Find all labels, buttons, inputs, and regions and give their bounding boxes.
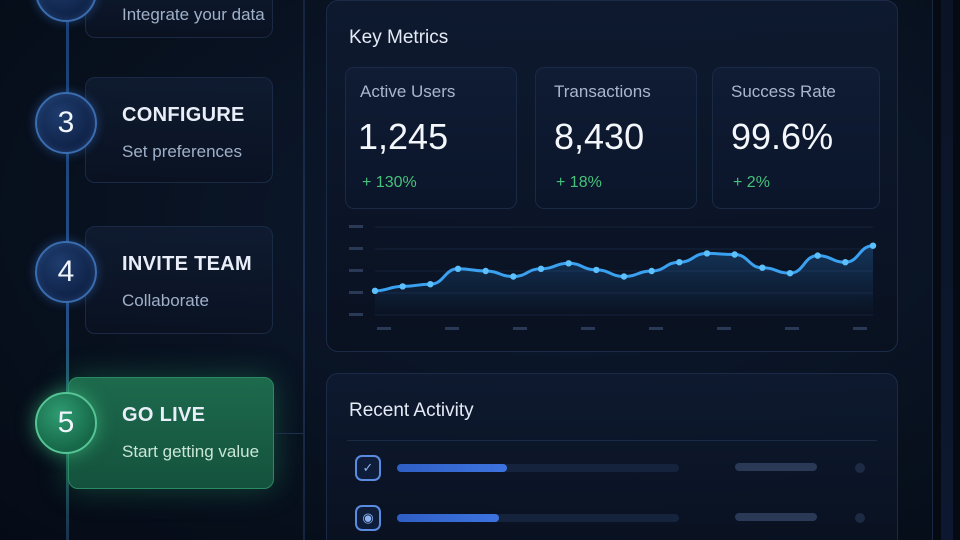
x-tick-placeholder: [581, 327, 595, 330]
y-tick-placeholder: [349, 225, 363, 228]
window-edge: [932, 0, 960, 540]
chart-point: [510, 273, 517, 280]
step-title: CONFIGURE: [122, 104, 245, 126]
activity-row[interactable]: ✓: [355, 455, 875, 485]
metric-label: Success Rate: [731, 82, 836, 101]
chart-point: [869, 242, 877, 249]
activity-meta-bar: [735, 463, 817, 471]
metric-card-transactions[interactable]: Transactions 8,430 + 18%: [535, 67, 697, 209]
step-subtitle: Collaborate: [122, 291, 209, 310]
y-tick-placeholder: [349, 247, 363, 250]
x-tick-placeholder: [853, 327, 867, 330]
chart-point: [786, 270, 794, 277]
step-subtitle: Start getting value: [122, 442, 260, 461]
activity-meta-bar: [735, 513, 817, 521]
metric-delta: + 18%: [556, 174, 602, 191]
metric-label: Transactions: [554, 82, 651, 101]
metric-value: 8,430: [554, 116, 645, 157]
chart-point: [427, 281, 434, 288]
chart-point: [399, 283, 406, 290]
step-number-badge: 4: [35, 241, 97, 303]
metric-delta: + 2%: [733, 174, 770, 191]
activity-progress-fill: [397, 464, 507, 472]
step-subtitle: Integrate your data: [122, 5, 265, 24]
y-tick-placeholder: [349, 291, 363, 294]
chart-point: [371, 287, 379, 294]
x-tick-placeholder: [377, 327, 391, 330]
chart-point: [703, 250, 711, 257]
divider-tick: [275, 433, 303, 434]
x-tick-placeholder: [649, 327, 663, 330]
x-tick-placeholder: [785, 327, 799, 330]
chart-point: [814, 252, 821, 259]
chart-point: [565, 260, 572, 267]
y-tick-placeholder: [349, 269, 363, 272]
metrics-line-chart: [349, 225, 877, 330]
x-tick-placeholder: [513, 327, 527, 330]
metric-label: Active Users: [360, 82, 456, 101]
activity-progress-track: [397, 464, 679, 472]
step-subtitle: Set preferences: [122, 142, 243, 161]
y-tick-placeholder: [349, 313, 363, 316]
x-tick-placeholder: [445, 327, 459, 330]
chart-point: [593, 266, 600, 274]
step-title: INVITE TEAM: [122, 253, 252, 275]
metric-card-active-users[interactable]: Active Users 1,245 + 130%: [345, 67, 517, 209]
chart-area-fill: [375, 245, 873, 315]
chart-point: [759, 264, 766, 271]
chart-point: [648, 267, 655, 275]
panel-title: Key Metrics: [349, 27, 449, 48]
chart-point: [482, 267, 489, 275]
step-title: GO LIVE: [122, 404, 206, 426]
activity-row[interactable]: ◉: [355, 505, 875, 535]
chart-point: [842, 259, 849, 266]
activity-progress-fill: [397, 514, 499, 522]
step-invite-team[interactable]: INVITE TEAM Collaborate: [85, 226, 273, 334]
metric-value: 99.6%: [731, 116, 834, 157]
chart-point: [676, 259, 683, 266]
activity-divider: [347, 440, 877, 441]
chart-point: [731, 251, 738, 258]
step-number-badge: 5: [35, 392, 97, 454]
chart-point: [537, 265, 545, 272]
step-go-live[interactable]: GO LIVE Start getting value: [68, 377, 274, 489]
activity-status-dot: [855, 463, 865, 473]
step-number-badge: 3: [35, 92, 97, 154]
chart-point: [620, 273, 628, 280]
metric-card-success-rate[interactable]: Success Rate 99.6% + 2%: [712, 67, 880, 209]
column-divider: [303, 0, 305, 540]
recent-activity-panel: Recent Activity: [326, 373, 898, 540]
metric-delta: + 130%: [362, 174, 417, 191]
x-tick-placeholder: [717, 327, 731, 330]
metric-value: 1,245: [358, 116, 449, 157]
step-integrate[interactable]: Integrate your data: [85, 0, 273, 38]
panel-title: Recent Activity: [349, 400, 474, 421]
chat-bubble-icon: ◉: [355, 505, 381, 531]
step-configure[interactable]: CONFIGURE Set preferences: [85, 77, 273, 183]
chart-point: [454, 265, 462, 272]
activity-progress-track: [397, 514, 679, 522]
task-check-icon: ✓: [355, 455, 381, 481]
activity-status-dot: [855, 513, 865, 523]
